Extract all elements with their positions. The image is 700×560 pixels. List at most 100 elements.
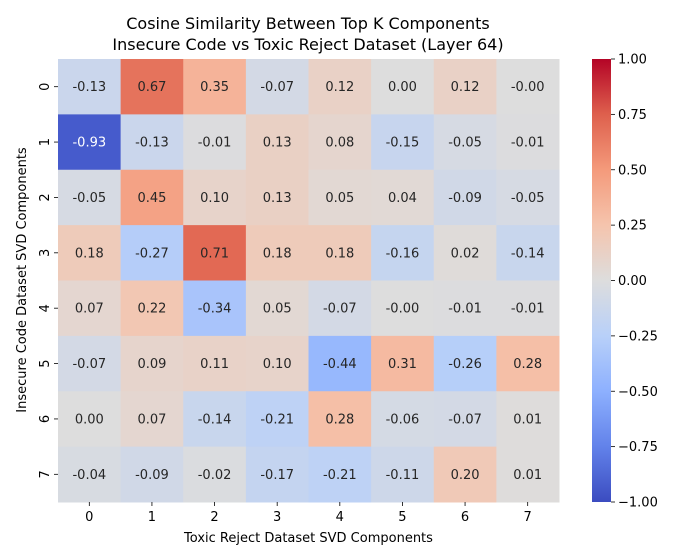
x-tick-label: 4 [336,510,344,525]
heatmap-cell [183,169,247,226]
heatmap-cell-label: 0.08 [325,136,354,151]
heatmap-cell-label: -0.34 [198,302,232,317]
heatmap-cell [120,225,184,281]
heatmap-cell [183,225,247,281]
heatmap-cell [433,59,497,115]
heatmap-cell [308,59,372,115]
colorbar-tick-label: 0.25 [618,219,647,234]
chart-title-line-1: Cosine Similarity Between Top K Componen… [126,14,490,33]
colorbar-tick-label: 1.00 [618,53,647,68]
x-tick-label: 3 [273,510,281,525]
heatmap-cell-label: -0.17 [260,468,294,483]
heatmap-cell [371,225,435,281]
heatmap-cell-label: -0.21 [260,412,294,427]
heatmap-cell [308,335,372,392]
heatmap-cell [58,114,122,171]
heatmap-cell-label: -0.27 [135,246,169,261]
heatmap-cell-label: -0.05 [72,191,106,206]
heatmap-cell-label: 0.20 [451,468,480,483]
x-tick-label: 1 [148,510,156,525]
heatmap-cell [496,59,560,115]
heatmap-cell [433,335,497,392]
heatmap-cell [58,225,122,281]
heatmap-cell [371,59,435,115]
heatmap-cell-label: 0.07 [137,412,166,427]
y-tick-label: 1 [38,138,53,146]
heatmap-cell-label: 0.13 [263,191,292,206]
heatmap-cell-label: 0.00 [388,80,417,95]
heatmap-cell-label: -0.05 [511,191,545,206]
heatmap-cell-label: 0.01 [513,468,542,483]
colorbar-tick-label: 0.50 [618,163,647,178]
heatmap-cell [245,446,309,503]
heatmap-cell [371,391,435,448]
x-axis-label: Toxic Reject Dataset SVD Components [183,531,433,546]
heatmap-cell-label: 0.11 [200,357,229,372]
heatmap-cell [120,59,184,115]
heatmap-cell-label: 0.67 [137,80,166,95]
heatmap-cell-label: -0.07 [448,412,482,427]
heatmap-cell-label: -0.15 [386,136,420,151]
heatmap-cell-labels: -0.13 0.67 0.35 -0.07 0.12 0.00 0.12 -0.00 -0.93… [72,80,544,483]
x-axis-ticks: 0 1 2 3 4 5 6 7 [85,502,532,525]
colorbar-tick-label: −0.25 [618,329,658,344]
heatmap-cell [120,335,184,392]
heatmap-cell [496,169,560,226]
heatmap-cell-label: -0.01 [198,136,232,151]
heatmap-cells [58,59,560,503]
colorbar-tick-label: −0.50 [618,385,658,400]
heatmap-cell-label: 0.07 [75,302,104,317]
heatmap-cell [120,280,184,337]
heatmap-cell-label: -0.13 [135,136,169,151]
heatmap-cell-label: -0.01 [511,136,545,151]
heatmap-cell-label: 0.18 [325,246,354,261]
heatmap-cell-label: -0.13 [72,80,106,95]
heatmap-cell [496,114,560,171]
heatmap-cell-label: 0.28 [513,357,542,372]
x-tick-label: 0 [85,510,93,525]
heatmap-cell-label: 0.10 [263,357,292,372]
heatmap-cell-label: -0.26 [448,357,482,372]
heatmap-cell [183,335,247,392]
heatmap-cell [308,446,372,503]
heatmap-cell-label: -0.09 [135,468,169,483]
heatmap-cell [120,391,184,448]
heatmap-cell-label: -0.14 [511,246,545,261]
heatmap-cell-label: -0.16 [386,246,420,261]
x-tick-label: 6 [461,510,469,525]
heatmap-cell-label: 0.18 [263,246,292,261]
heatmap-cell-label: 0.02 [451,246,480,261]
heatmap-cell [245,59,309,115]
heatmap-cell-label: 0.35 [200,80,229,95]
colorbar-tick-label: 0.00 [618,274,647,289]
heatmap-cell [120,446,184,503]
heatmap-cell [58,446,122,503]
heatmap-cell [245,391,309,448]
heatmap-cell-label: -0.04 [72,468,106,483]
heatmap-cell-label: 0.71 [200,246,229,261]
x-tick-label: 5 [398,510,406,525]
heatmap-cell-label: -0.00 [511,80,545,95]
chart-title-line-2: Insecure Code vs Toxic Reject Dataset (L… [112,35,503,54]
x-tick-label: 7 [524,510,532,525]
y-tick-label: 3 [38,249,53,257]
heatmap-cell [58,335,122,392]
y-tick-label: 2 [38,193,53,201]
heatmap-cell-label: -0.21 [323,468,357,483]
heatmap-cell [433,391,497,448]
heatmap-cell [183,114,247,171]
heatmap-cell [496,335,560,392]
heatmap-cell-label: -0.06 [386,412,420,427]
colorbar-ticks: 1.00 0.75 0.50 0.25 0.00 −0.25 −0.50 −0.75 −1.00 [611,53,658,511]
heatmap-cell [371,335,435,392]
heatmap-cell [433,225,497,281]
heatmap-cell-label: 0.04 [388,191,417,206]
heatmap-cell-label: 0.10 [200,191,229,206]
colorbar-tick-label: 0.75 [618,108,647,123]
y-tick-label: 0 [38,83,53,91]
heatmap-cell [371,169,435,226]
y-axis-ticks: 0 1 2 3 4 5 6 7 [38,83,58,478]
heatmap-cell [245,280,309,337]
heatmap-cell-label: -0.07 [260,80,294,95]
y-tick-label: 4 [38,304,53,312]
